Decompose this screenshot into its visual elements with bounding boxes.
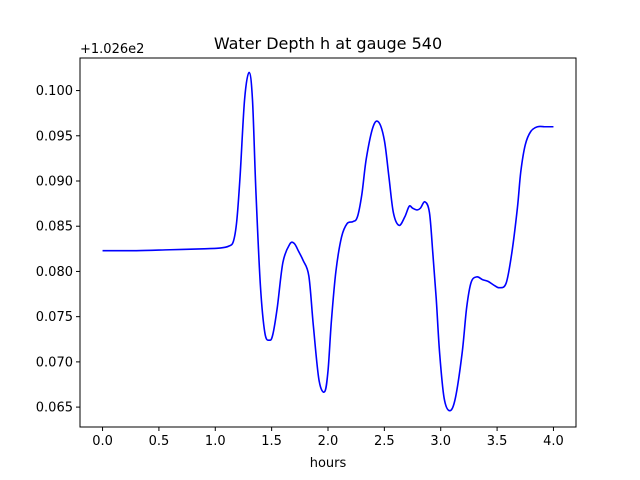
y-tick-label: 0.085 bbox=[36, 220, 73, 235]
y-tick-label: 0.080 bbox=[36, 265, 73, 280]
series-line-0 bbox=[102, 71, 554, 412]
y-tick-label: 0.070 bbox=[36, 355, 73, 370]
x-tick-label: 2.5 bbox=[374, 434, 395, 449]
x-tick-label: 0.0 bbox=[92, 434, 113, 449]
x-tick-label: 1.5 bbox=[261, 434, 282, 449]
x-tick-label: 2.0 bbox=[318, 434, 339, 449]
chart-title: Water Depth h at gauge 540 bbox=[214, 34, 442, 53]
x-tick-label: 3.0 bbox=[430, 434, 451, 449]
y-tick-label: 0.100 bbox=[36, 84, 73, 99]
y-tick-label: 0.065 bbox=[36, 401, 73, 416]
x-tick-label: 1.0 bbox=[205, 434, 226, 449]
y-axis-offset-label: +1.026e2 bbox=[80, 42, 144, 57]
y-tick-label: 0.095 bbox=[36, 129, 73, 144]
y-tick-label: 0.075 bbox=[36, 310, 73, 325]
x-tick-label: 3.5 bbox=[487, 434, 508, 449]
plot-area: 0.0 0.5 1.0 1.5 2.0 2.5 3.0 3.5 4.0 0.065 0.070 0.0… bbox=[36, 57, 577, 449]
y-tick-label: 0.090 bbox=[36, 175, 73, 190]
x-axis-label: hours bbox=[310, 456, 347, 471]
x-tick-label: 4.0 bbox=[543, 434, 564, 449]
x-tick-label: 0.5 bbox=[149, 434, 170, 449]
